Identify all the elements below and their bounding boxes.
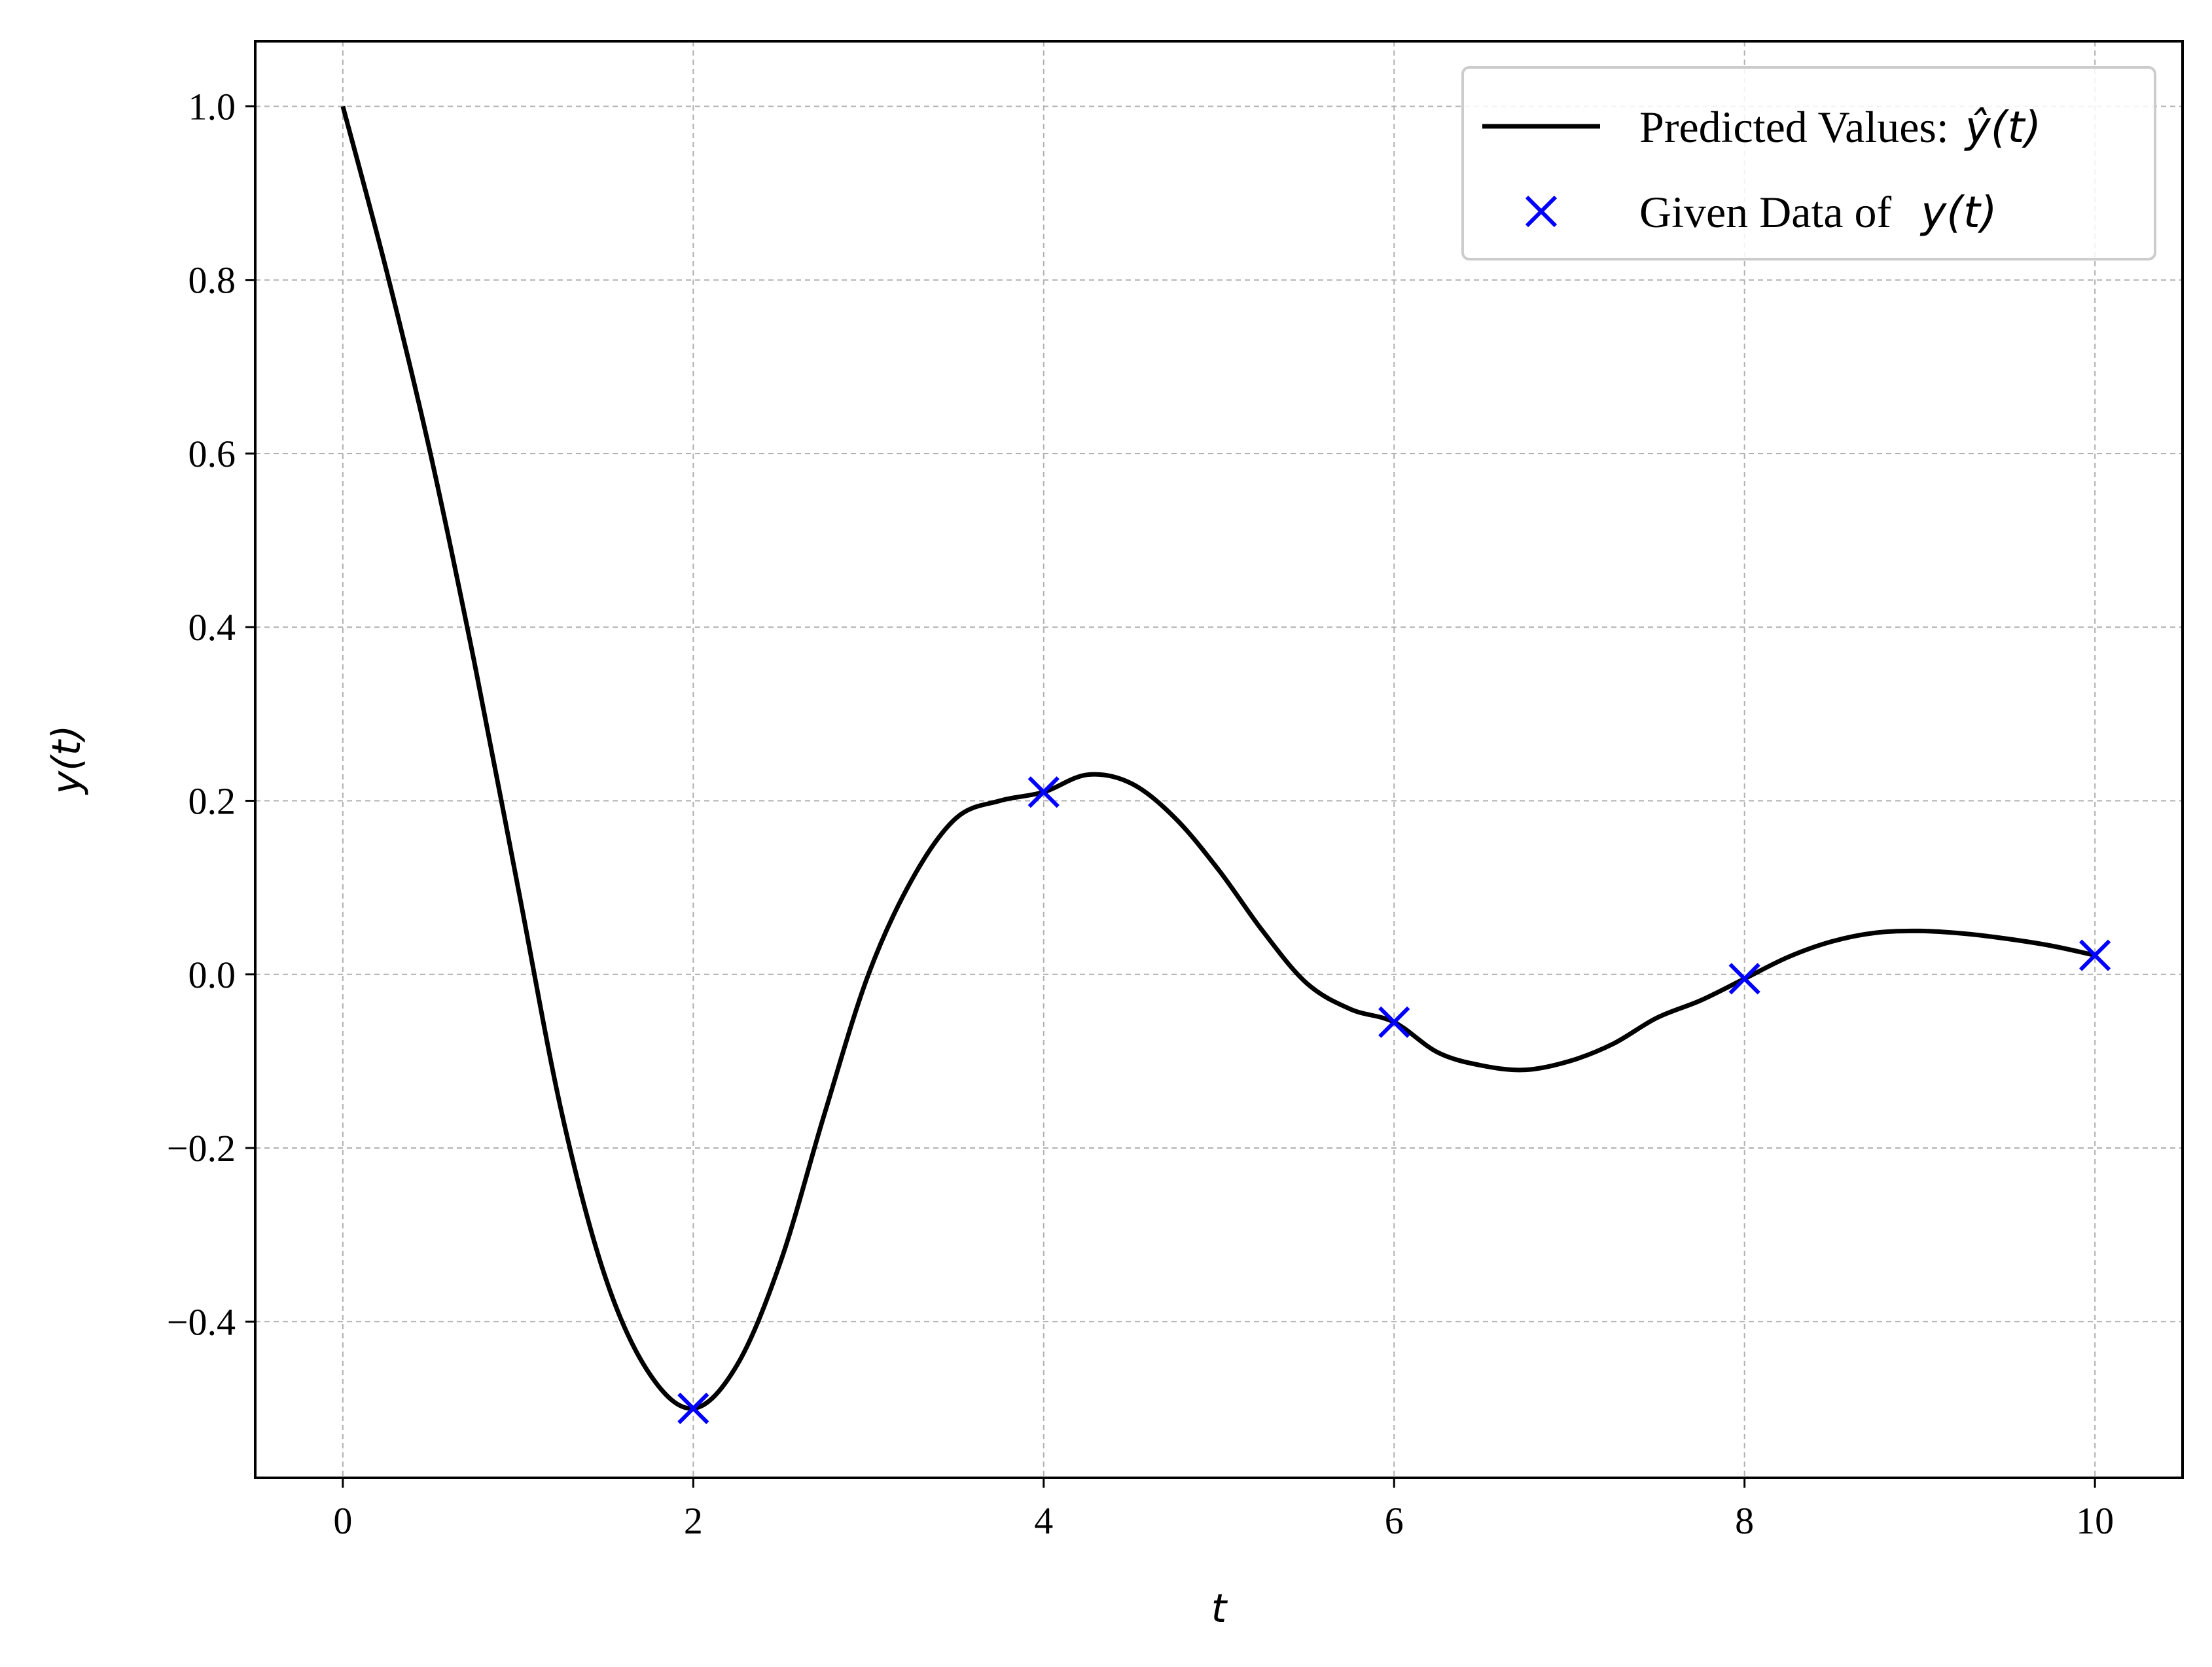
x-axis-label: t — [1211, 1586, 1228, 1632]
x-tick-label: 2 — [684, 1499, 703, 1542]
data-point-marker — [2079, 939, 2111, 971]
y-tick-label: 0.2 — [188, 780, 236, 822]
x-tick-label: 6 — [1385, 1499, 1404, 1542]
y-tick-label: −0.4 — [167, 1300, 236, 1343]
legend-marker-swatch — [1525, 195, 1558, 228]
x-tick-label: 0 — [333, 1499, 352, 1542]
y-tick-label: 0.8 — [188, 259, 236, 302]
data-point-marker — [1378, 1006, 1410, 1038]
legend-label: Predicted Values: ŷ(t) — [1639, 102, 2041, 152]
legend: Predicted Values: ŷ(t) Given Data of y(t) — [1461, 66, 2156, 260]
axes: 0 2 4 6 8 10 −0.4 −0.2 0.0 0.2 0.4 0.6 0.8 1.0 — [167, 85, 2114, 1542]
grid — [255, 41, 2183, 1478]
y-tick-label: 0.6 — [188, 433, 236, 475]
y-tick-label: −0.2 — [167, 1127, 236, 1170]
y-tick-label: 1.0 — [188, 85, 236, 128]
x-tick-label: 4 — [1034, 1499, 1053, 1542]
plot-frame — [254, 40, 2184, 1479]
y-tick-label: 0.0 — [188, 954, 236, 996]
y-tick-label: 0.4 — [188, 606, 236, 649]
data-point-marker — [677, 1392, 709, 1425]
data-point-marker — [1728, 963, 1760, 995]
x-tick-label: 8 — [1735, 1499, 1754, 1542]
y-axis-label: y(t) — [44, 725, 90, 796]
legend-label: Given Data of y(t) — [1639, 187, 1997, 238]
plot-series — [340, 105, 2111, 1425]
data-point-marker — [1027, 776, 1060, 808]
x-tick-label: 10 — [2076, 1499, 2114, 1542]
legend-box — [1461, 66, 2156, 260]
